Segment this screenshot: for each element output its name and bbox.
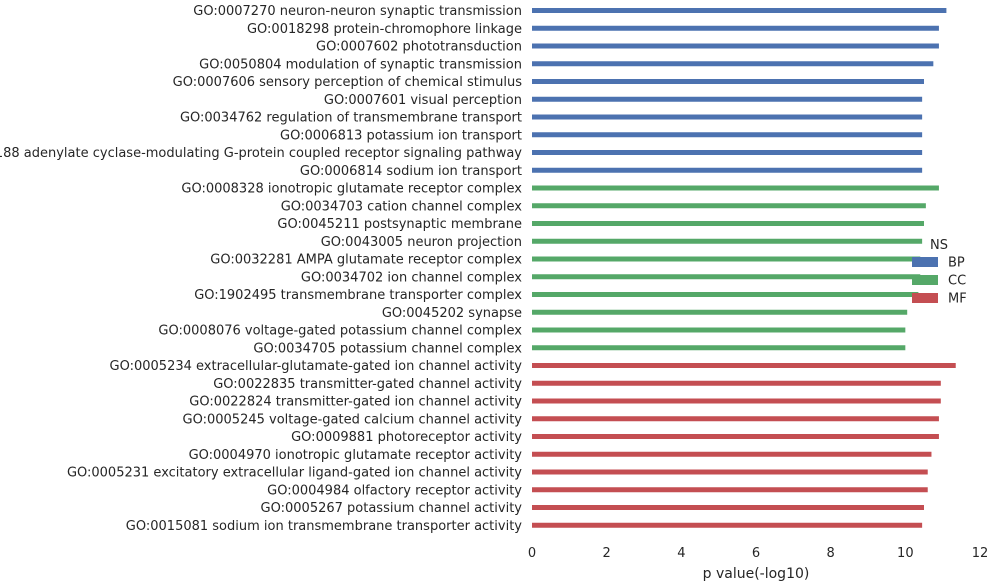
x-axis-title: p value(-log10) [703, 566, 810, 582]
legend-swatch-cc [912, 275, 938, 285]
category-label: GO:0007606 sensory perception of chemica… [173, 75, 523, 90]
category-label: GO:0005267 potassium channel activity [261, 501, 523, 516]
bar-mf-26 [532, 469, 928, 475]
category-label: GO:0034762 regulation of transmembrane t… [180, 111, 522, 126]
category-label: GO:0008328 ionotropic glutamate receptor… [181, 182, 522, 197]
category-label: GO:0006814 sodium ion transport [300, 164, 522, 179]
bar-bp-7 [532, 132, 923, 138]
bar-bp-8 [532, 150, 923, 155]
category-label: GO:0045211 postsynaptic membrane [277, 217, 522, 232]
x-tick-label: 2 [603, 546, 611, 561]
bar-cc-11 [532, 203, 926, 209]
category-label: GO:0008076 voltage-gated potassium chann… [158, 324, 522, 339]
category-label: GO:0006813 potassium ion transport [280, 128, 522, 143]
x-tick-label: 0 [528, 546, 536, 561]
bar-bp-1 [532, 25, 939, 31]
category-label: GO:0043005 neuron projection [321, 235, 522, 250]
category-label: GO:0015081 sodium ion transmembrane tran… [126, 519, 522, 534]
category-label: GO:1902495 transmembrane transporter com… [194, 288, 522, 303]
category-label: GO:0034705 potassium channel complex [253, 341, 522, 356]
bar-mf-27 [532, 487, 928, 493]
category-label: GO:0005231 excitatory extracellular liga… [67, 466, 522, 481]
bar-mf-22 [532, 398, 941, 404]
bar-cc-15 [532, 274, 921, 280]
legend-swatch-mf [912, 293, 938, 303]
category-label: GO:0018298 protein-chromophore linkage [247, 22, 522, 37]
bar-cc-18 [532, 327, 906, 333]
bar-bp-3 [532, 61, 934, 67]
category-label: GO:0022835 transmitter-gated channel act… [213, 377, 522, 392]
bar-bp-6 [532, 114, 923, 120]
bar-cc-19 [532, 345, 906, 351]
bar-cc-13 [532, 238, 923, 244]
legend-label-mf: MF [948, 292, 967, 307]
bar-mf-24 [532, 434, 939, 439]
category-label: GO:0050804 modulation of synaptic transm… [199, 57, 522, 72]
bar-mf-21 [532, 380, 941, 386]
bar-mf-28 [532, 505, 924, 510]
legend-label-cc: CC [948, 274, 966, 289]
category-label: GO:0022824 transmitter-gated ion channel… [189, 395, 522, 410]
category-label: GO:0034702 ion channel complex [301, 270, 522, 285]
category-label: GO:0032281 AMPA glutamate receptor compl… [210, 253, 522, 268]
category-label: GO:0007270 neuron-neuron synaptic transm… [193, 4, 522, 19]
bar-cc-16 [532, 292, 919, 297]
category-label: GO:0005234 extracellular-glutamate-gated… [110, 359, 523, 374]
category-label: GO:0034703 cation channel complex [281, 199, 523, 214]
bar-mf-23 [532, 416, 939, 422]
x-tick-label: 12 [972, 546, 989, 561]
category-label: GO:0004970 ionotropic glutamate receptor… [189, 448, 523, 463]
bars-layer [532, 8, 956, 528]
category-labels-layer: GO:0007270 neuron-neuron synaptic transm… [0, 4, 522, 534]
bar-bp-5 [532, 96, 923, 102]
x-tick-label: 6 [752, 546, 760, 561]
bar-bp-2 [532, 43, 939, 49]
x-tick-label: 4 [677, 546, 685, 561]
category-label: GO:0005245 voltage-gated calcium channel… [183, 412, 523, 427]
category-label: GO:0007188 adenylate cyclase-modulating … [0, 146, 522, 161]
bar-mf-25 [532, 451, 932, 457]
category-label: GO:0009881 photoreceptor activity [291, 430, 522, 445]
category-label: GO:0007602 phototransduction [316, 40, 522, 55]
legend-swatch-bp [912, 257, 938, 267]
bar-cc-10 [532, 185, 939, 191]
bar-cc-12 [532, 221, 924, 226]
legend-title: NS [930, 238, 948, 253]
legend-label-bp: BP [948, 256, 965, 271]
x-tick-label: 8 [827, 546, 835, 561]
bar-mf-29 [532, 522, 923, 528]
category-label: GO:0007601 visual perception [324, 93, 522, 108]
bar-cc-14 [532, 256, 921, 262]
category-label: GO:0004984 olfactory receptor activity [267, 483, 522, 498]
bar-cc-17 [532, 309, 908, 315]
bar-bp-9 [532, 167, 923, 173]
category-label: GO:0045202 synapse [382, 306, 522, 321]
bar-bp-0 [532, 8, 947, 13]
x-ticks-layer: 0 2 4 6 8 10 12 [528, 546, 988, 561]
bar-mf-20 [532, 363, 956, 368]
x-tick-label: 10 [897, 546, 914, 561]
bar-bp-4 [532, 79, 924, 84]
